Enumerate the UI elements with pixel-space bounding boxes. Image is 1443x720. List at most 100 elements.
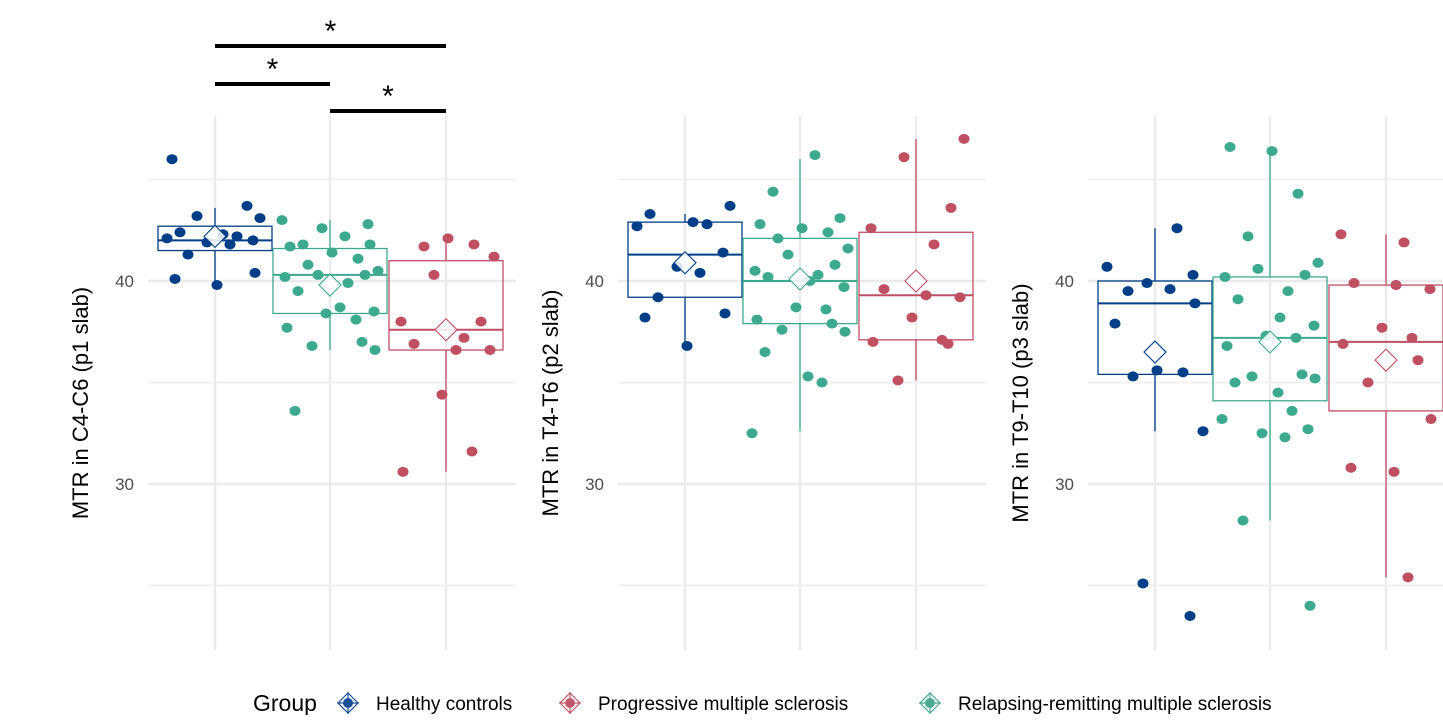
data-point (475, 316, 487, 327)
data-point (468, 239, 480, 250)
y-axis-label: MTR in T4-T6 (p2 slab) (538, 290, 563, 517)
data-point (1398, 237, 1410, 248)
group-2 (1212, 142, 1328, 611)
data-point (488, 251, 500, 262)
data-point (687, 217, 699, 228)
data-point (1304, 600, 1316, 611)
legend-key-2: Progressive multiple sclerosis (559, 692, 848, 715)
data-point (812, 269, 824, 280)
chart-panels: 30 40 MTR in C4-C6 (p1 slab) * * * 30 40 MTR in … (68, 15, 1443, 650)
data-point (326, 247, 338, 258)
data-point (746, 428, 758, 439)
data-point (372, 265, 384, 276)
data-point (484, 345, 496, 356)
data-point (1286, 405, 1298, 416)
data-point (1237, 515, 1249, 526)
data-point (719, 308, 731, 319)
data-point (397, 466, 409, 477)
data-point (182, 249, 194, 260)
data-point (928, 239, 940, 250)
legend-label: Healthy controls (376, 694, 512, 715)
data-point (958, 133, 970, 144)
data-point (644, 209, 656, 220)
data-point (284, 241, 296, 252)
data-point (442, 233, 454, 244)
data-point (1376, 322, 1388, 333)
data-point (809, 150, 821, 161)
data-point (352, 253, 364, 264)
data-point (191, 211, 203, 222)
data-point (1141, 278, 1153, 289)
data-point (1232, 294, 1244, 305)
data-point (701, 219, 713, 230)
data-point (1177, 367, 1189, 378)
data-point (297, 239, 309, 250)
data-point (339, 231, 351, 242)
data-point (224, 239, 236, 250)
data-point (1101, 261, 1113, 272)
group-1 (157, 154, 273, 291)
group-1 (1097, 223, 1213, 621)
mean-marker (434, 317, 458, 342)
data-point (1171, 223, 1183, 234)
data-point (342, 278, 354, 289)
legend-key-dot (343, 698, 353, 708)
data-point (1302, 424, 1314, 435)
data-point (418, 241, 430, 252)
data-point (302, 259, 314, 270)
data-point (751, 314, 763, 325)
data-point (1127, 371, 1139, 382)
data-point (816, 377, 828, 388)
data-point (1308, 320, 1320, 331)
legend: Group Healthy controls Progressive multip… (253, 690, 1272, 716)
box (1212, 276, 1328, 402)
data-point (631, 221, 643, 232)
data-point (1189, 298, 1201, 309)
data-point (724, 200, 736, 211)
data-point (802, 371, 814, 382)
data-point (790, 302, 802, 313)
significance-label: * (382, 80, 394, 113)
data-point (466, 446, 478, 457)
data-point (834, 213, 846, 224)
data-point (1292, 188, 1304, 199)
data-point (717, 247, 729, 258)
data-point (1362, 377, 1374, 388)
legend-key-diamond (919, 692, 941, 714)
y-tick-label: 40 (585, 272, 604, 291)
y-tick-label: 30 (585, 475, 604, 494)
data-point (842, 243, 854, 254)
data-point (878, 284, 890, 295)
data-point (839, 326, 851, 337)
data-point (1412, 355, 1424, 366)
legend-key-3: Relapsing-remitting multiple sclerosis (919, 692, 1272, 715)
mean-marker (673, 250, 697, 275)
mean-marker (1374, 348, 1398, 372)
data-point (1187, 269, 1199, 280)
box (388, 260, 504, 351)
data-point (1137, 578, 1149, 589)
data-point (316, 223, 328, 234)
data-point (364, 239, 376, 250)
data-point (1151, 365, 1163, 376)
data-point (1164, 284, 1176, 295)
data-point (458, 332, 470, 343)
data-point (1197, 426, 1209, 437)
data-point (356, 336, 368, 347)
data-point (1309, 373, 1321, 384)
data-point (1122, 286, 1134, 297)
data-point (694, 267, 706, 278)
legend-title: Group (253, 690, 317, 715)
data-point (334, 302, 346, 313)
chart-panel-1: 30 40 MTR in C4-C6 (p1 slab) * * * (68, 15, 516, 650)
data-point (652, 292, 664, 303)
y-tick-label: 30 (1055, 475, 1074, 494)
data-point (1109, 318, 1121, 329)
data-point (1221, 340, 1233, 351)
group-2 (742, 150, 858, 439)
data-point (1402, 572, 1414, 583)
data-point (796, 223, 808, 234)
legend-key-dot (565, 698, 575, 708)
data-point (1242, 231, 1254, 242)
